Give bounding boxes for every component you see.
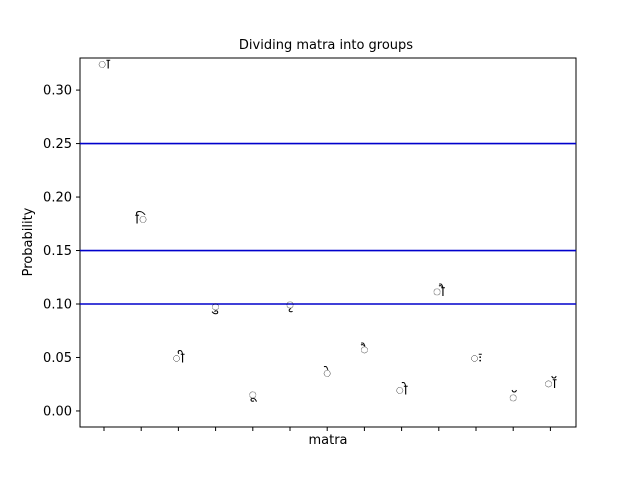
y-tick-label: 0.20 bbox=[43, 191, 72, 206]
matra-point: ◌ृ bbox=[286, 297, 294, 313]
x-axis-label: matra bbox=[308, 433, 347, 448]
y-tick-label: 0.10 bbox=[43, 298, 72, 313]
chart-title: Dividing matra into groups bbox=[239, 38, 413, 53]
matra-point: ◌ो bbox=[396, 382, 408, 399]
matra-point: ◌ू bbox=[249, 387, 258, 403]
matra-point: ◌ी bbox=[172, 349, 184, 366]
matra-point: ◌ि bbox=[135, 210, 147, 227]
y-tick-label: 0.15 bbox=[43, 244, 72, 259]
y-axis-label: Probability bbox=[21, 207, 36, 276]
matra-point: ◌ॉ bbox=[544, 375, 556, 392]
plot-area bbox=[79, 57, 577, 428]
matra-point: ◌ा bbox=[98, 56, 110, 72]
matra-points: ◌ा ◌ि ◌ी ◌ु ◌ू ◌ृ ◌े ◌ै ◌ो ◌ौ ◌ः ◌ॅ ◌ॉ bbox=[98, 56, 557, 406]
threshold-lines bbox=[80, 142, 576, 305]
matra-point: ◌ु bbox=[211, 299, 220, 315]
matra-point: ◌ः bbox=[470, 350, 482, 366]
y-tick-label: 0.05 bbox=[43, 351, 72, 366]
y-tick-label: 0.30 bbox=[43, 84, 72, 99]
y-axis-ticks: 0.00 0.05 0.10 0.15 0.20 0.25 0.30 bbox=[43, 84, 80, 419]
matra-point: ◌ॅ bbox=[509, 389, 517, 406]
y-tick-label: 0.00 bbox=[43, 404, 72, 419]
matra-point: ◌ै bbox=[360, 342, 368, 358]
x-axis-ticks bbox=[103, 427, 551, 431]
y-tick-label: 0.25 bbox=[43, 137, 72, 152]
matra-point: ◌ौ bbox=[433, 283, 445, 300]
matra-point: ◌े bbox=[323, 365, 331, 381]
